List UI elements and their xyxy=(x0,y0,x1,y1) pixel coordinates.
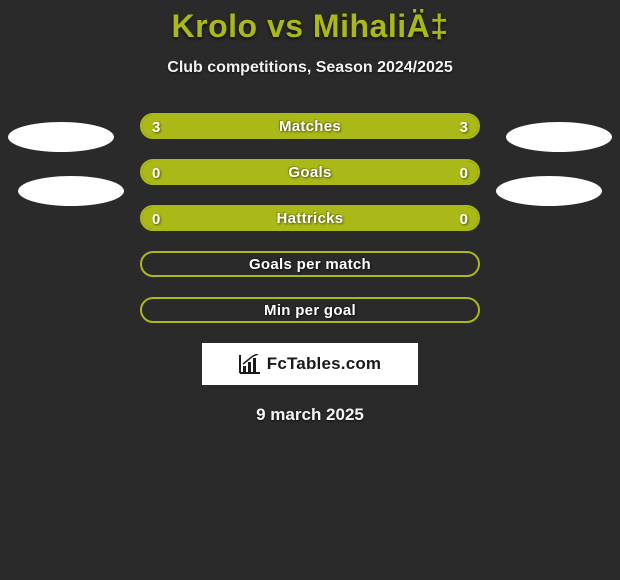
stat-row: Goals per match xyxy=(0,251,620,279)
stat-value-left: 0 xyxy=(152,205,160,233)
stat-label: Matches xyxy=(142,115,478,137)
date-text: 9 march 2025 xyxy=(0,405,620,425)
chart-icon xyxy=(239,354,261,374)
stat-label: Hattricks xyxy=(142,207,478,229)
stat-value-right: 3 xyxy=(460,113,468,141)
stat-bar: Goals xyxy=(140,159,480,185)
stat-bar: Min per goal xyxy=(140,297,480,323)
stat-value-left: 3 xyxy=(152,113,160,141)
stat-bar: Hattricks xyxy=(140,205,480,231)
brand-logo-text: FcTables.com xyxy=(267,354,382,374)
stat-row: Hattricks0 0 xyxy=(0,205,620,233)
comparison-card: Krolo vs MihaliÄ‡ Club competitions, Sea… xyxy=(0,0,620,580)
page-subtitle: Club competitions, Season 2024/2025 xyxy=(0,59,620,77)
stat-row: Goals0 0 xyxy=(0,159,620,187)
stat-label: Goals per match xyxy=(142,253,478,275)
stat-value-left: 0 xyxy=(152,159,160,187)
stat-label: Goals xyxy=(142,161,478,183)
brand-logo: FcTables.com xyxy=(202,343,418,385)
stat-value-right: 0 xyxy=(460,159,468,187)
stat-row: Matches3 3 xyxy=(0,113,620,141)
stat-row: Min per goal xyxy=(0,297,620,325)
stat-bar: Matches xyxy=(140,113,480,139)
stat-bar: Goals per match xyxy=(140,251,480,277)
page-title: Krolo vs MihaliÄ‡ xyxy=(0,8,620,45)
stat-label: Min per goal xyxy=(142,299,478,321)
stat-value-right: 0 xyxy=(460,205,468,233)
